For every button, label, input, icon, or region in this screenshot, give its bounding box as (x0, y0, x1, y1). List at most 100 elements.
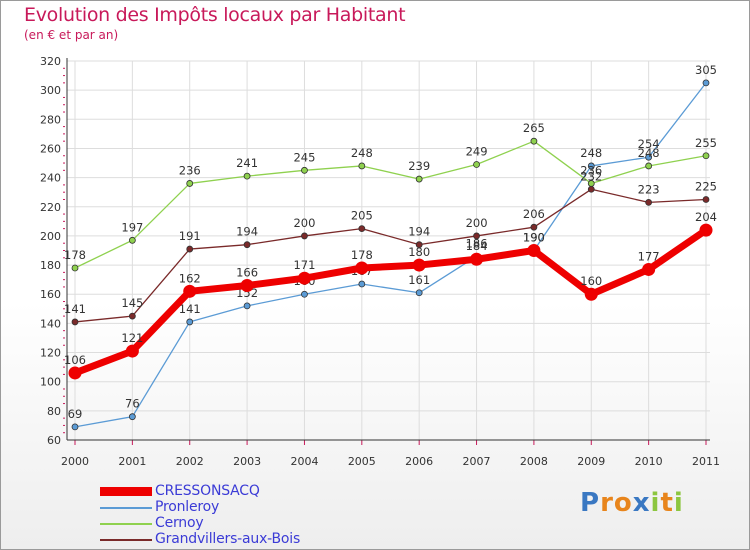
data-label: 255 (695, 136, 717, 150)
legend-label: Grandvillers-aux-Bois (155, 531, 301, 547)
chart-subtitle: (en € et par an) (24, 28, 119, 42)
data-point (702, 79, 710, 87)
data-point (473, 161, 480, 168)
y-tick-label: 220 (40, 201, 61, 214)
data-point (645, 162, 653, 170)
data-label: 190 (523, 231, 545, 245)
data-point (587, 185, 595, 193)
data-label: 206 (523, 207, 545, 221)
y-tick-label: 260 (40, 142, 61, 155)
data-point (243, 302, 251, 310)
y-tick-label: 240 (40, 172, 61, 185)
data-label: 162 (179, 271, 201, 285)
data-label: 190 (523, 231, 545, 245)
legend-swatch (100, 539, 152, 541)
data-point (355, 261, 369, 275)
data-label: 197 (121, 220, 143, 234)
logo-letter: t (660, 488, 674, 518)
data-point (68, 366, 82, 380)
data-label: 254 (638, 137, 660, 151)
logo-letter: P (580, 488, 601, 518)
data-label: 265 (523, 121, 545, 135)
data-point (186, 318, 194, 326)
data-point (702, 196, 710, 203)
data-label: 200 (466, 216, 488, 230)
data-point (358, 280, 366, 288)
data-label: 121 (121, 331, 143, 345)
y-tick-label: 320 (40, 55, 61, 68)
y-tick-label: 80 (47, 405, 61, 418)
data-label: 245 (293, 150, 315, 164)
data-label: 177 (638, 249, 660, 263)
data-label: 194 (236, 225, 258, 239)
y-tick-label: 140 (40, 317, 61, 330)
legend-label: Pronleroy (155, 499, 220, 515)
data-label: 161 (408, 273, 430, 287)
data-label: 166 (236, 265, 258, 279)
data-point (645, 198, 653, 206)
data-label: 76 (125, 397, 140, 411)
legend-swatch (100, 507, 152, 509)
chart-title: Evolution des Impôts locaux par Habitant (24, 4, 406, 26)
y-tick-label: 160 (40, 288, 61, 301)
data-label: 204 (695, 210, 717, 224)
data-label: 184 (466, 239, 488, 253)
data-label: 205 (351, 209, 373, 223)
x-tick-label: 2008 (520, 455, 548, 468)
logo-letter: i (650, 488, 661, 518)
data-label: 200 (293, 216, 315, 230)
data-point (243, 241, 251, 249)
data-point (584, 287, 598, 301)
series-line-grandvillers-aux-bois (74, 188, 707, 323)
data-point (243, 172, 251, 180)
x-tick-label: 2010 (635, 455, 663, 468)
y-tick-label: 300 (40, 84, 61, 97)
data-point (470, 252, 484, 266)
data-point (645, 153, 653, 161)
data-point (530, 137, 538, 145)
y-tick-label: 120 (40, 347, 61, 360)
data-label: 241 (236, 156, 258, 170)
legend-label: Cernoy (155, 515, 204, 531)
data-point (415, 241, 423, 249)
data-label: 248 (351, 146, 373, 160)
proxiti-logo: Proxiti (580, 488, 684, 518)
data-point (128, 236, 136, 244)
logo-letter: x (632, 488, 651, 518)
data-point (183, 284, 197, 298)
x-tick-label: 2007 (463, 455, 491, 468)
data-label: 248 (638, 146, 660, 160)
data-point (358, 225, 366, 233)
data-point (527, 244, 541, 257)
data-point (186, 180, 194, 187)
x-tick-label: 2005 (348, 455, 376, 468)
legend-swatch (100, 487, 152, 496)
y-tick-label: 200 (40, 230, 61, 243)
series-line-pronleroy (74, 82, 707, 428)
data-label: 178 (64, 248, 86, 262)
data-point (702, 152, 710, 160)
data-point (71, 423, 79, 431)
data-point (415, 175, 423, 183)
data-label: 178 (351, 248, 373, 262)
data-label: 141 (179, 302, 201, 316)
x-tick-label: 2003 (233, 455, 261, 468)
data-label: 69 (68, 407, 83, 421)
data-point (473, 232, 480, 240)
data-point (415, 289, 423, 297)
data-label: 249 (466, 144, 488, 158)
y-tick-label: 100 (40, 376, 61, 389)
x-tick-label: 2000 (61, 455, 89, 468)
data-label: 223 (638, 182, 660, 196)
data-label: 145 (121, 296, 143, 310)
logo-letter: r (600, 488, 614, 518)
data-point (128, 413, 136, 421)
data-label: 239 (408, 159, 430, 173)
data-point (128, 312, 136, 320)
x-tick-label: 2001 (118, 455, 146, 468)
legend-swatch (100, 523, 152, 525)
series-line-cernoy (74, 140, 707, 269)
data-point (71, 318, 79, 326)
data-point (412, 258, 426, 272)
